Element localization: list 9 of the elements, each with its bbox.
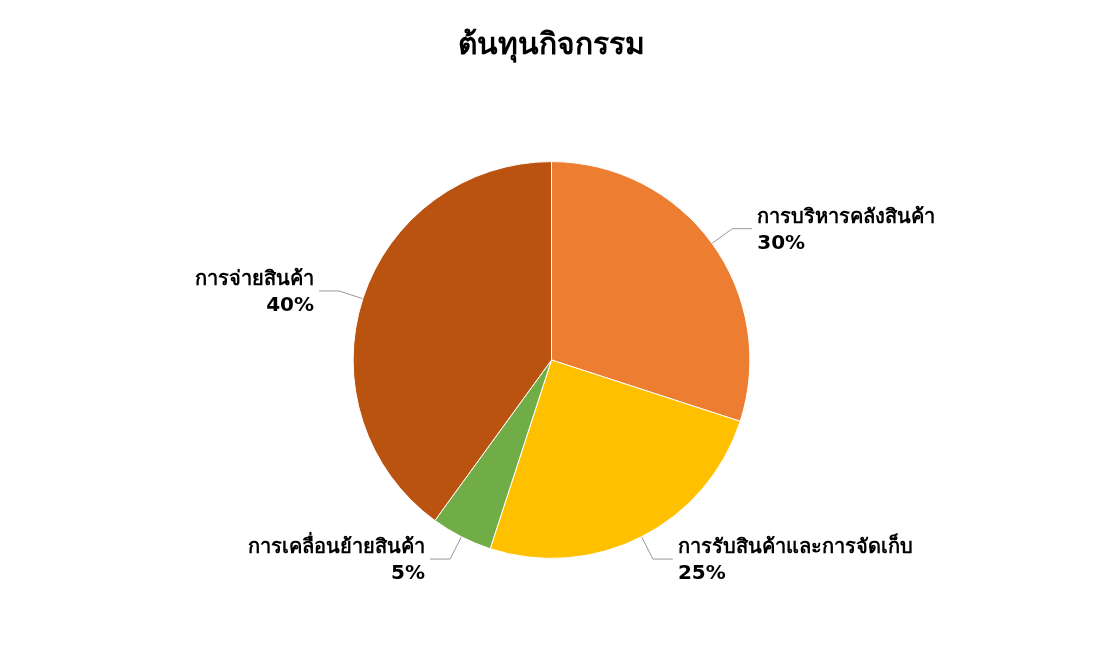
chart-title: ต้นทุนกิจกรรม	[458, 25, 645, 63]
data-label: 5%	[391, 560, 426, 585]
data-label: 25%	[677, 560, 726, 585]
slice-label: การบริหารคลังสินค้า	[757, 203, 936, 228]
slice-label: การเคลื่อนย้ายสินค้า	[248, 531, 426, 559]
data-label: 40%	[266, 291, 315, 316]
slice-label: การจ่ายสินค้า	[195, 265, 315, 290]
data-label: 30%	[757, 229, 806, 254]
slice-label: การรับสินค้าและการจัดเก็บ	[677, 533, 913, 559]
